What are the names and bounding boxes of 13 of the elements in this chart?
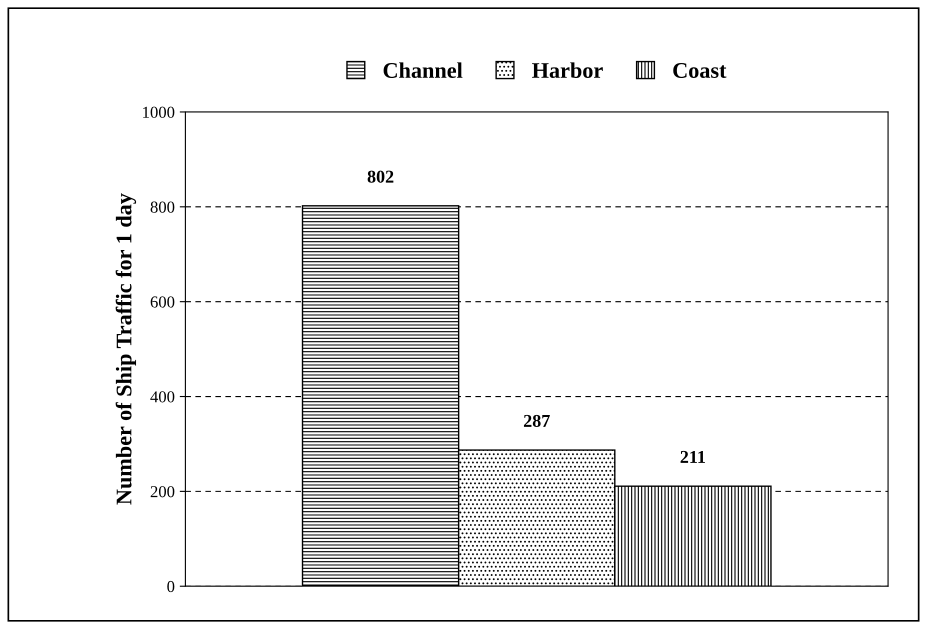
legend-label: Coast [673,63,726,78]
y-tick-label: 400 [150,391,174,402]
y-tick-label: 200 [150,486,174,498]
y-axis-title: Number of Ship Traffic for 1 day [116,193,136,505]
legend-label: Channel [384,62,462,78]
data-label: 211 [680,450,705,463]
legend-label: Harbor [532,62,603,78]
y-tick-label: 0 [167,580,174,592]
y-tick-label: 800 [150,202,174,213]
data-label: 287 [524,414,550,427]
data-label: 802 [368,170,394,183]
y-tick-label: 1000 [143,106,174,118]
y-tick-label: 600 [150,296,174,308]
